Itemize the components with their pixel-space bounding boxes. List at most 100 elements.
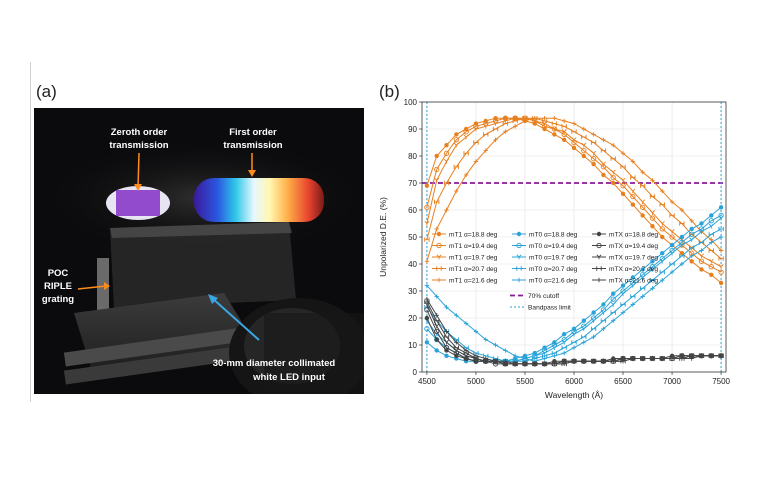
legend-entry: mT0 α=18.8 deg [512,231,578,238]
data-point [541,353,548,358]
data-point [640,294,645,299]
data-point [571,145,577,151]
data-point [601,326,606,331]
data-point [436,266,442,271]
data-point [591,132,596,137]
efficiency-chart: 0 10 20 30 40 50 60 70 80 90 100 4500 5000 5500 6000 65… [378,98,731,400]
data-point [659,202,665,207]
data-point [571,359,577,364]
grating-photo: Zeroth order transmission First order tr… [34,108,364,394]
data-point [649,278,656,283]
data-point [581,340,587,345]
data-point [640,356,645,361]
data-point [493,342,498,348]
data-point [542,361,547,367]
data-point [522,361,528,367]
left-rule [30,62,31,402]
data-point [649,266,655,272]
first-order-label-line2: transmission [223,140,282,151]
data-point [596,254,602,260]
data-point [522,116,528,121]
data-point [444,305,449,310]
data-point [463,348,469,353]
legend-entry: mT0 α=21.6 deg [512,277,578,284]
data-point [453,164,459,169]
series-mt0-21-6-deg [424,234,724,364]
data-point [620,291,626,296]
data-point [600,161,606,167]
data-point [581,359,587,364]
data-point [473,356,479,361]
data-point [718,256,724,261]
data-point [596,277,602,283]
data-point [669,250,675,256]
data-point [620,359,626,364]
data-point [699,353,704,358]
legend-entry: mT1 α=21.6 deg [432,277,498,284]
data-point [463,134,469,140]
data-point [503,348,508,353]
data-point [659,220,665,226]
legend-label: mTX α=19.7 deg [609,254,658,261]
x-axis-label: Wavelength (Å) [545,390,603,400]
data-point [444,143,449,148]
data-point [709,213,714,218]
data-point [434,348,439,353]
data-point [463,129,469,135]
legend-label: mT1 α=19.7 deg [449,254,498,261]
legend-label: 70% cutoff [528,293,559,300]
data-point [512,124,518,129]
data-point [591,334,596,340]
data-point [516,266,522,271]
legend-entry: mT1 α=19.4 deg [432,243,498,250]
data-point [718,215,724,221]
data-point [502,118,508,124]
data-point [689,253,694,259]
data-point [463,151,469,156]
legend-entry: mT1 α=20.7 deg [432,266,498,273]
data-point [718,264,724,269]
data-point [709,272,714,277]
data-point [453,137,459,143]
data-point [640,267,645,272]
legend-entry: mTX α=19.4 deg [592,243,658,250]
data-point [709,240,714,245]
legend-entry: mTX α=21.6 deg [592,277,658,284]
data-point [551,121,558,126]
legend-entry: mT0 α=19.4 deg [512,243,578,250]
data-point [542,356,547,361]
data-point [571,129,577,134]
data-point [679,207,685,213]
data-point [532,356,538,361]
legend-label: mT1 α=19.4 deg [449,243,498,250]
data-point [454,340,459,345]
data-point [620,183,626,189]
grating-label-line3: grating [42,294,74,305]
data-point [601,302,606,307]
legend-entry: mTX α=18.8 deg [592,231,658,238]
data-point [473,159,479,164]
led-input-label-line2: white LED input [252,372,326,383]
data-point [424,183,430,188]
data-point [630,283,636,288]
data-point [571,121,577,126]
data-point [600,148,607,153]
data-point [590,140,597,145]
data-point [590,156,597,162]
x-tick-label: 5000 [467,377,485,386]
data-point [679,234,685,240]
y-tick-label: 10 [408,341,417,350]
data-point [424,237,430,242]
x-tick-label: 6000 [565,377,583,386]
data-point [581,334,587,340]
legend-entry-cutoff: 70% cutoff [510,293,559,300]
data-point [424,315,430,321]
first-order-spectrum [194,178,324,222]
data-point [709,353,714,358]
data-point [639,183,646,188]
data-point [630,302,636,307]
data-point [434,323,440,329]
data-point [639,204,646,210]
legend-label: mT1 α=21.6 deg [449,277,498,284]
data-point [436,254,442,260]
